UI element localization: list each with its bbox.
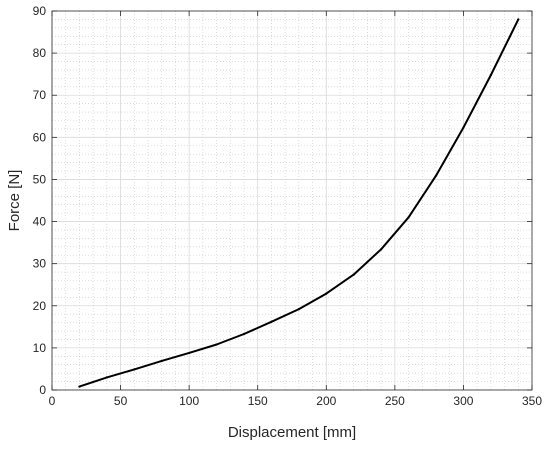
x-tick-label: 50	[114, 394, 128, 408]
x-axis-title: Displacement [mm]	[228, 424, 356, 441]
x-tick-labels: 0 50 100 150 200 250 300 350	[49, 394, 543, 408]
y-tick-label: 80	[33, 46, 47, 60]
data-point	[188, 351, 191, 355]
data-point	[489, 73, 492, 77]
y-tick-label: 20	[33, 299, 47, 313]
y-tick-label: 50	[33, 172, 47, 186]
data-point	[242, 332, 246, 336]
y-tick-label: 70	[33, 88, 47, 102]
data-point	[380, 248, 383, 251]
data-point	[270, 320, 273, 323]
x-tick-label: 300	[453, 394, 473, 408]
data-point	[160, 359, 163, 363]
x-tick-label: 150	[248, 394, 268, 408]
y-tick-label: 40	[33, 215, 47, 229]
data-point	[133, 368, 136, 371]
major-grid	[52, 11, 532, 390]
data-point	[462, 126, 465, 129]
y-axis-title: Force [N]	[6, 170, 23, 232]
y-tick-label: 10	[33, 341, 47, 355]
x-tick-label: 100	[179, 394, 199, 408]
plot-area	[52, 11, 532, 390]
data-point	[407, 216, 410, 219]
data-point	[517, 18, 520, 21]
data-point	[105, 376, 108, 379]
y-tick-label: 60	[33, 130, 47, 144]
data-point	[325, 292, 328, 295]
tick-marks	[51, 10, 533, 391]
x-tick-label: 250	[385, 394, 405, 408]
x-tick-label: 350	[522, 394, 542, 408]
x-tick-label: 0	[49, 394, 56, 408]
data-point	[434, 174, 438, 177]
plot-frame	[51, 10, 533, 391]
y-tick-label: 0	[39, 383, 46, 397]
y-tick-label: 30	[33, 257, 47, 271]
data-point	[352, 273, 355, 276]
data-point	[297, 308, 300, 311]
y-tick-labels: 0 10 20 30 40 50 60 70 80 90	[33, 4, 47, 397]
data-point	[215, 343, 218, 346]
x-tick-label: 200	[316, 394, 336, 408]
y-tick-label: 90	[33, 4, 47, 18]
series-layer	[78, 18, 520, 388]
data-point	[78, 385, 81, 388]
